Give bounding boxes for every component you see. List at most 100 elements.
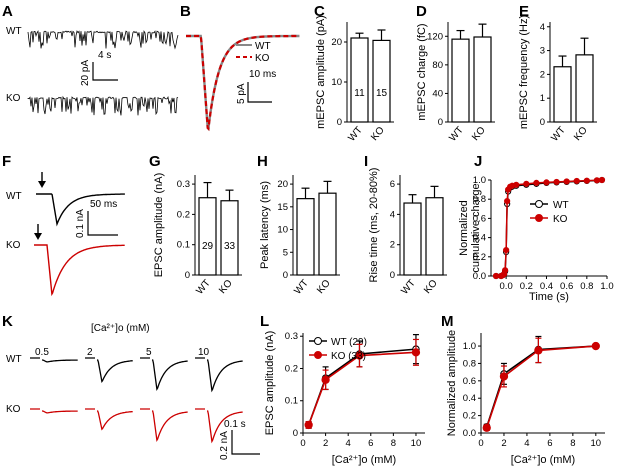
y-tick-label: 0	[185, 270, 190, 281]
data-point-ko	[492, 272, 500, 280]
chart-cumulative-charge: 0.0 0.2 0.4 0.6 0.8 1.0 0.0 0.2 0.4 0.6 0.8 1.0 Time…	[458, 175, 614, 303]
y-tick-label: 20	[331, 37, 342, 48]
panel-a: WT KO 4 s 20 pA	[6, 26, 179, 116]
wt-evoked-epsc	[36, 193, 125, 227]
y-tick-label: 0.1	[177, 240, 190, 251]
ca-label-10: 10	[198, 347, 210, 358]
trace-label-wt-f: WT	[6, 191, 22, 202]
y-tick-label: 0	[283, 270, 288, 281]
x-tick-label: 0.8	[580, 281, 593, 292]
epsc-trace-wt	[140, 357, 188, 392]
x-tick-label: KO	[315, 278, 333, 296]
data-point	[482, 423, 491, 432]
x-tick-label: 4	[346, 438, 351, 449]
bar-ko	[318, 192, 337, 276]
panel-label-b: B	[180, 3, 191, 20]
y-tick-label: 0.4	[463, 393, 476, 404]
legend-wt-label: WT	[255, 41, 271, 52]
y-tick-label: 80	[432, 60, 443, 71]
data-point-ko	[563, 178, 570, 185]
legend-marker	[535, 214, 543, 222]
y-axis-label: mEPSC charge (fC)	[416, 23, 428, 120]
data-point-ko	[573, 177, 580, 185]
trace-label-ko-f: KO	[6, 240, 21, 251]
bar-wt	[403, 202, 422, 276]
epsc-trace-wt	[85, 357, 133, 384]
epsc-trace-ko	[195, 408, 243, 444]
x-tick-label: WT	[346, 125, 364, 144]
x-tick-label: 2	[323, 438, 328, 449]
y-tick-label: 0	[390, 270, 395, 281]
x-tick-label: 8	[391, 438, 396, 449]
x-tick-label: 0	[478, 438, 483, 449]
n-label: 11	[354, 88, 365, 99]
panel-label-j: J	[474, 153, 482, 170]
scale-bar-time-b: 10 ms	[249, 69, 276, 80]
epsc-trace-ko	[30, 408, 78, 414]
bar-wt	[296, 198, 315, 276]
scale-bar-k	[231, 430, 260, 455]
panel-label-a: A	[2, 3, 13, 20]
chart-rise-time: 0 2 4 6 Rise time (ms, 20-80%) WT KO	[368, 168, 447, 297]
x-tick-label: KO	[422, 278, 440, 296]
legend-label: KO	[553, 214, 568, 225]
panel-label-l: L	[260, 313, 269, 330]
x-tick-label: KO	[369, 125, 387, 143]
x-axis-label: [Ca²⁺]o (mM)	[332, 454, 396, 466]
data-point-ko	[553, 178, 560, 186]
x-tick-label: KO	[470, 125, 488, 143]
bar-ko	[575, 54, 594, 123]
x-tick-label: 1.0	[600, 281, 613, 292]
x-tick-label: 6	[368, 438, 373, 449]
data-point-ko	[598, 176, 606, 184]
trace-label-wt: WT	[6, 26, 22, 37]
y-axis-label: mEPSC frequency (Hz)	[518, 15, 530, 129]
y-tick-label: 0	[540, 117, 545, 128]
y-tick-label: 0.2	[463, 411, 476, 422]
y-tick-label: 4	[540, 22, 545, 33]
stimulus-arrow-ko-head	[34, 233, 42, 240]
y-tick-label: 0.0	[473, 271, 486, 282]
y-tick-label: 0.2	[177, 209, 190, 220]
y-axis-label: EPSC amplitude (nA)	[153, 173, 165, 278]
legend-marker	[314, 337, 322, 345]
legend-label: KO (33)	[331, 351, 366, 362]
series-line	[307, 351, 417, 426]
data-point-ko	[533, 179, 540, 186]
data-point-ko	[583, 177, 590, 184]
x-tick-label: WT	[549, 125, 567, 144]
n-label: 15	[376, 88, 388, 99]
panel-label-m: M	[441, 313, 454, 330]
y-tick-label: 0.2	[473, 252, 486, 263]
panel-label-f: F	[2, 153, 11, 170]
y-tick-label: 0.6	[473, 213, 486, 224]
ko-average-mepsc	[186, 34, 300, 131]
trace-label-ko: KO	[6, 93, 21, 104]
panel-label-k: K	[2, 313, 13, 330]
ko-evoked-epsc	[34, 244, 125, 297]
bar-wt	[198, 197, 217, 276]
bar-wt	[350, 37, 369, 123]
x-tick-label: WT	[447, 125, 465, 144]
panel-label-i: I	[364, 153, 368, 170]
x-tick-label: WT	[194, 278, 212, 297]
n-label: 33	[224, 241, 236, 252]
x-tick-label: 0.6	[560, 281, 573, 292]
y-tick-label: 1	[540, 93, 545, 104]
ca-label-2: 2	[87, 347, 93, 358]
y-tick-label: 2	[390, 240, 395, 251]
data-point	[304, 420, 313, 430]
bar-ko	[425, 197, 444, 276]
trace-label-ko-k: KO	[6, 404, 21, 415]
y-tick-label: 4	[390, 209, 395, 220]
data-point	[411, 348, 421, 357]
x-tick-label: 4	[524, 438, 529, 449]
panel-k: [Ca²⁺]o (mM) 0.5 2 5 10 WT KO 0.1 s 0.2 …	[6, 323, 260, 460]
y-tick-label: 0	[438, 117, 443, 128]
y-axis-label: Rise time (ms, 20-80%)	[368, 168, 380, 283]
y-tick-label: 1.0	[463, 341, 476, 352]
ca-label-0-5: 0.5	[35, 347, 49, 358]
n-label: 29	[202, 241, 214, 252]
